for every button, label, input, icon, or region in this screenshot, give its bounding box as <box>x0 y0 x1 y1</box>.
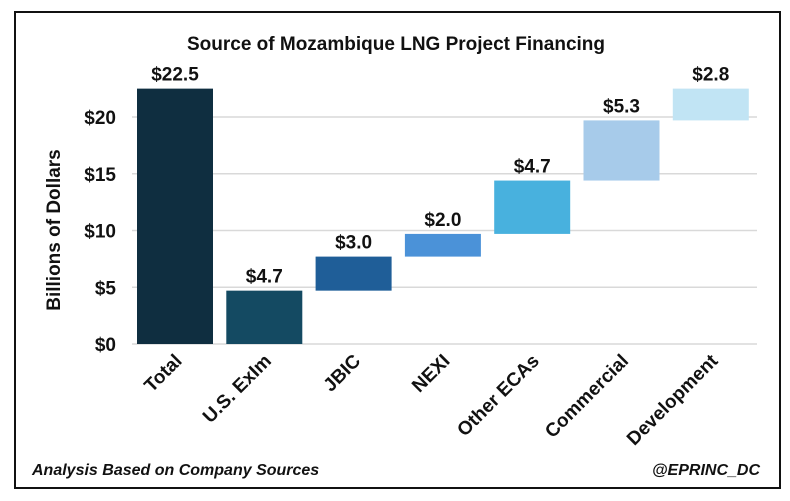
data-label: $2.0 <box>424 210 461 231</box>
y-tick-label: $5 <box>95 278 117 299</box>
bar-other-ecas <box>494 180 571 234</box>
chart-title: Source of Mozambique LNG Project Financi… <box>187 34 605 55</box>
y-tick-labels: $0 $5 $10 $15 $20 <box>84 108 116 356</box>
data-label: $3.0 <box>335 233 372 254</box>
bar-jbic <box>315 256 392 291</box>
bars <box>137 88 749 344</box>
data-label: $5.3 <box>603 96 640 117</box>
y-tick-label: $0 <box>95 335 116 356</box>
bar-u-s-exim <box>226 290 303 344</box>
source-note: Analysis Based on Company Sources <box>31 462 319 479</box>
bar-commercial <box>583 120 660 181</box>
data-label: $4.7 <box>514 157 551 178</box>
data-label: $22.5 <box>151 65 199 86</box>
y-tick-label: $10 <box>84 222 116 243</box>
y-tick-label: $20 <box>84 108 116 129</box>
data-label: $4.7 <box>246 267 283 288</box>
y-axis-label: Billions of Dollars <box>44 149 65 311</box>
data-label: $2.8 <box>692 65 729 86</box>
bar-nexi <box>404 233 481 257</box>
twitter-handle: @EPRINC_DC <box>652 462 761 479</box>
y-tick-label: $15 <box>84 165 116 186</box>
bar-total <box>137 88 213 344</box>
bar-development <box>672 88 749 121</box>
data-labels: $22.5 $4.7 $3.0 $2.0 $4.7 $5.3 $2.8 <box>151 65 729 288</box>
